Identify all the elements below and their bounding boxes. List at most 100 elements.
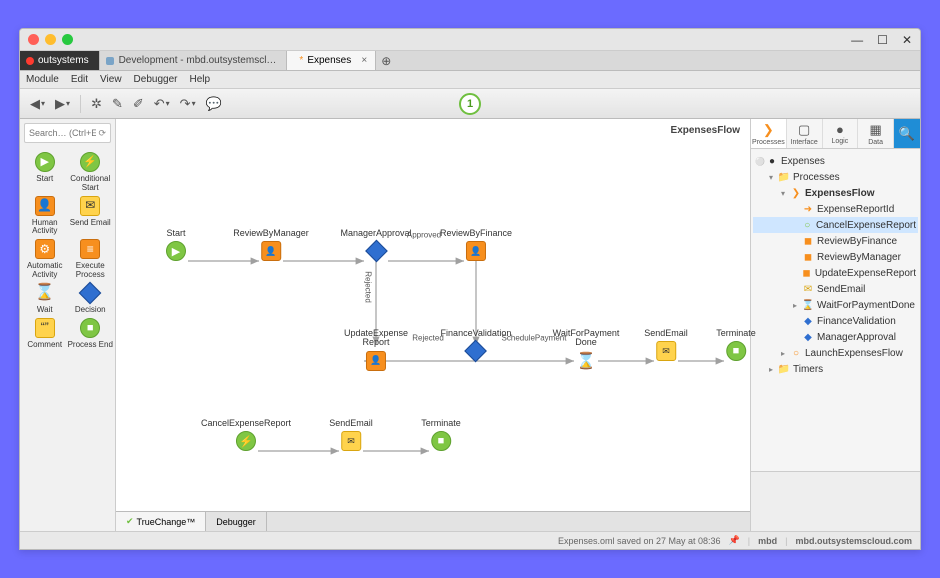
rtab-data[interactable]: ▦Data — [858, 119, 894, 148]
node-ma[interactable]: ManagerApproval — [340, 229, 411, 262]
win-close-icon[interactable]: ✕ — [902, 33, 912, 47]
undo-button[interactable]: ↶▾ — [154, 96, 170, 112]
menu-module[interactable]: Module — [26, 74, 59, 85]
node-term[interactable]: Terminate■ — [716, 329, 756, 362]
node-start-label: Start — [166, 229, 185, 238]
data-icon: ▦ — [869, 122, 881, 138]
tree-item[interactable]: ○CancelExpenseReport — [753, 217, 918, 233]
decision-label: Decision — [75, 306, 106, 315]
tree-node-icon: ❯ — [790, 187, 802, 199]
node-se2[interactable]: SendEmail✉ — [329, 419, 373, 452]
palette-conditional-start[interactable]: ⚡Conditional Start — [68, 151, 114, 193]
palette-search-input[interactable] — [29, 128, 96, 138]
tree-item[interactable]: ▸⌛WaitForPaymentDone — [753, 297, 918, 313]
palette-execute-process[interactable]: ≡Execute Process — [68, 238, 114, 280]
tree-twisty-icon[interactable]: ▾ — [779, 189, 787, 198]
palette-send-email[interactable]: ✉Send Email — [68, 195, 114, 237]
element-tree[interactable]: ⚪●Expenses▾📁Processes▾❯ExpensesFlow➜Expe… — [751, 149, 920, 471]
tree-item[interactable]: ◼ReviewByFinance — [753, 233, 918, 249]
palette-start[interactable]: ▶Start — [22, 151, 68, 193]
menu-edit[interactable]: Edit — [71, 74, 88, 85]
breadcrumb-row: outsystems Development - mbd.outsystemsc… — [20, 51, 920, 71]
crumb-env[interactable]: Development - mbd.outsystemscl… — [100, 51, 288, 70]
zoom-light[interactable] — [62, 34, 73, 45]
nav-fwd-button[interactable]: ▶▾ — [55, 96, 70, 112]
palette-refresh-icon[interactable]: ⟳ — [98, 128, 106, 139]
node-wfp-icon: ⌛ — [575, 350, 597, 372]
comment-label: Comment — [27, 341, 62, 350]
palette-human-activity[interactable]: 👤Human Activity — [22, 195, 68, 237]
tree-node-label: UpdateExpenseReport — [815, 268, 916, 279]
node-cer-label: CancelExpenseReport — [201, 419, 291, 428]
flow-canvas[interactable]: Start▶ ReviewByManager👤 ManagerApproval Rev… — [116, 119, 750, 511]
tree-item[interactable]: ✉SendEmail — [753, 281, 918, 297]
node-uer[interactable]: UpdateExpense Report👤 — [344, 329, 408, 372]
win-min-icon[interactable]: — — [851, 33, 863, 47]
search-icon: 🔍 — [899, 126, 915, 142]
rtab-logic[interactable]: ●Logic — [823, 119, 859, 148]
tab-add-button[interactable]: ⊕ — [376, 51, 396, 70]
tree-twisty-icon[interactable]: ▸ — [791, 301, 799, 310]
tree-item[interactable]: ⚪●Expenses — [753, 153, 918, 169]
tree-twisty-icon[interactable]: ▸ — [779, 349, 787, 358]
feedback-button[interactable]: 💬 — [206, 96, 222, 112]
node-start[interactable]: Start▶ — [165, 229, 187, 262]
tree-item[interactable]: ◼ReviewByManager — [753, 249, 918, 265]
menu-debugger[interactable]: Debugger — [134, 74, 178, 85]
crumb-brand[interactable]: outsystems — [20, 51, 100, 70]
palette-process-end[interactable]: ■Process End — [68, 317, 114, 350]
tree-item[interactable]: ▾❯ExpensesFlow — [753, 185, 918, 201]
palette-decision[interactable]: Decision — [68, 282, 114, 315]
publish-badge[interactable]: 1 — [459, 93, 481, 115]
status-message: Expenses.oml saved on 27 May at 08:36 — [558, 536, 721, 546]
tree-node-icon: ➜ — [802, 203, 814, 215]
brush-button[interactable]: ✐ — [133, 96, 144, 112]
node-term2-label: Terminate — [421, 419, 461, 428]
palette-wait[interactable]: ⌛Wait — [22, 282, 68, 315]
settings-button[interactable]: ✲ — [91, 96, 102, 112]
palette-automatic-activity[interactable]: ⚙Automatic Activity — [22, 238, 68, 280]
status-pin-icon[interactable]: 📌 — [729, 535, 740, 546]
right-tabstrip: ❯Processes▢Interface●Logic▦Data 🔍 — [751, 119, 920, 149]
node-se[interactable]: SendEmail✉ — [644, 329, 688, 362]
rtab-interface[interactable]: ▢Interface — [787, 119, 823, 148]
node-rbf[interactable]: ReviewByFinance👤 — [440, 229, 512, 262]
tree-item[interactable]: ▸○LaunchExpensesFlow — [753, 345, 918, 361]
brand-dot-icon — [26, 57, 34, 65]
node-ma-label: ManagerApproval — [340, 229, 411, 238]
app-window: — ☐ ✕ outsystems Development - mbd.outsy… — [19, 28, 921, 550]
redo-button[interactable]: ↷▾ — [180, 96, 196, 112]
tree-item[interactable]: ◆FinanceValidation — [753, 313, 918, 329]
tree-node-label: LaunchExpensesFlow — [805, 348, 903, 359]
nav-back-button[interactable]: ◀▾ — [30, 96, 45, 112]
win-max-icon[interactable]: ☐ — [877, 33, 888, 47]
minimize-light[interactable] — [45, 34, 56, 45]
tab-close-icon[interactable]: × — [361, 55, 367, 66]
automatic-activity-label: Automatic Activity — [27, 262, 63, 280]
tree-item[interactable]: ▾📁Processes — [753, 169, 918, 185]
node-cer[interactable]: CancelExpenseReport⚡ — [201, 419, 291, 452]
node-rbf-label: ReviewByFinance — [440, 229, 512, 238]
tree-item[interactable]: ◆ManagerApproval — [753, 329, 918, 345]
tree-item[interactable]: ▸📁Timers — [753, 361, 918, 377]
wand-button[interactable]: ✎ — [112, 96, 123, 112]
node-rbm[interactable]: ReviewByManager👤 — [233, 229, 309, 262]
menu-view[interactable]: View — [100, 74, 122, 85]
tree-item[interactable]: ➜ExpenseReportId — [753, 201, 918, 217]
node-se2-icon: ✉ — [340, 430, 362, 452]
rtab-search[interactable]: 🔍 — [894, 119, 920, 148]
tree-item[interactable]: ◼UpdateExpenseReport — [753, 265, 918, 281]
tab-file[interactable]: * Expenses × — [287, 51, 376, 70]
palette-search[interactable]: ⟳ ☁ — [24, 123, 111, 143]
tree-twisty-icon[interactable]: ▾ — [767, 173, 775, 182]
close-light[interactable] — [28, 34, 39, 45]
rtab-processes[interactable]: ❯Processes — [751, 119, 787, 148]
tree-twisty-icon[interactable]: ⚪ — [755, 157, 763, 166]
tab-truechange[interactable]: ✔ TrueChange™ — [116, 512, 206, 531]
tree-twisty-icon[interactable]: ▸ — [767, 365, 775, 374]
node-term2[interactable]: Terminate■ — [421, 419, 461, 452]
tab-debugger[interactable]: Debugger — [206, 512, 267, 531]
menu-help[interactable]: Help — [189, 74, 210, 85]
palette-comment[interactable]: “”Comment — [22, 317, 68, 350]
process-end-icon: ■ — [79, 317, 101, 339]
